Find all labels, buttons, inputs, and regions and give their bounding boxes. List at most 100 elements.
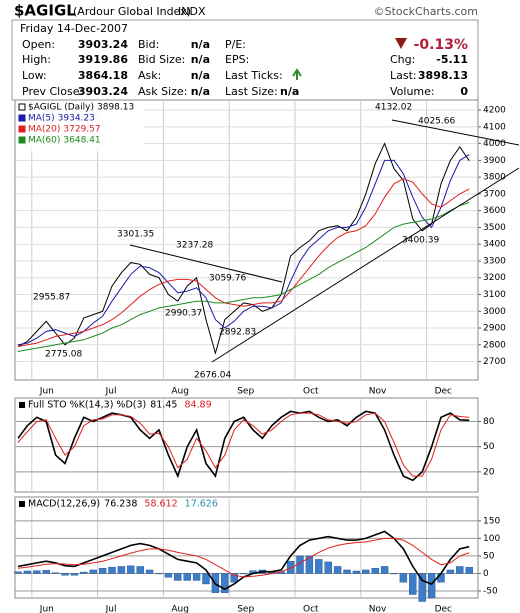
legend-swatch bbox=[18, 103, 26, 111]
histogram-bar bbox=[239, 573, 248, 575]
histogram-bar bbox=[446, 569, 455, 574]
x-tick-label: Nov bbox=[369, 605, 387, 613]
legend-label: MA(60) bbox=[28, 136, 60, 146]
quote-label: Volume: bbox=[390, 85, 435, 98]
y-tick-label: -50 bbox=[483, 586, 498, 596]
x-tick-label: Jun bbox=[39, 605, 54, 613]
y-tick-label: 3100 bbox=[483, 290, 506, 300]
quote-value: n/a bbox=[191, 85, 210, 98]
histogram-bar bbox=[192, 573, 201, 581]
y-tick-label: 0 bbox=[483, 569, 489, 579]
quote-value: -5.11 bbox=[436, 53, 468, 66]
histogram-bar bbox=[399, 573, 408, 583]
histogram-bar bbox=[89, 569, 97, 574]
histogram-bar bbox=[70, 573, 79, 576]
down-triangle bbox=[395, 38, 407, 49]
x-tick-label: Nov bbox=[369, 387, 387, 397]
legend-value: 17.626 bbox=[185, 499, 218, 510]
y-tick-label: 3300 bbox=[483, 256, 506, 266]
quote-value: 3864.18 bbox=[78, 69, 128, 82]
histogram-bar bbox=[155, 573, 163, 575]
series-line bbox=[17, 202, 470, 352]
sto-frame bbox=[14, 397, 479, 493]
y-tick-label: 80 bbox=[483, 417, 495, 427]
series-line bbox=[17, 142, 470, 356]
histogram-bar bbox=[14, 571, 22, 574]
quote-value: n/a bbox=[191, 38, 210, 51]
y-tick-label: 2900 bbox=[483, 324, 506, 334]
histogram-bar bbox=[202, 573, 210, 585]
annotation: 3237.28 bbox=[176, 241, 213, 251]
annotation: 2990.37 bbox=[165, 309, 202, 319]
legend-swatch bbox=[18, 136, 26, 144]
histogram-bar bbox=[418, 573, 426, 602]
quote-label: Bid Size: bbox=[138, 53, 185, 66]
histogram-bar bbox=[127, 565, 135, 574]
histogram-bar bbox=[286, 560, 295, 574]
quote-date: Friday 14-Dec-2007 bbox=[20, 22, 128, 35]
quote-label: Prev Close: bbox=[22, 85, 83, 98]
histogram-bar bbox=[61, 573, 69, 576]
y-tick-label: 3800 bbox=[483, 173, 506, 183]
legend-value: 58.612 bbox=[144, 499, 177, 510]
y-tick-label: 3500 bbox=[483, 223, 506, 233]
trend-line bbox=[391, 119, 520, 146]
series-line bbox=[17, 537, 470, 578]
histogram-bar bbox=[333, 566, 342, 574]
y-tick-label: 3200 bbox=[483, 273, 506, 283]
x-tick-label: Dec bbox=[435, 387, 452, 397]
histogram-bar bbox=[23, 570, 32, 574]
legend-swatch bbox=[19, 501, 25, 507]
histogram-bar bbox=[427, 573, 436, 599]
header: $AGIGL (Ardour Global Index) INDX ©Stock… bbox=[11, 2, 479, 101]
legend-value: 3934.23 bbox=[58, 114, 95, 124]
annotation: 3301.35 bbox=[117, 230, 154, 240]
y-tick-label: 2700 bbox=[483, 357, 506, 367]
macd-frame bbox=[14, 496, 479, 599]
plots: 2700 2800 2900 3000 3100 3200 3300 3400 3500 3600… bbox=[14, 100, 506, 613]
y-tick-label: 150 bbox=[483, 516, 500, 526]
y-tick-label: 20 bbox=[483, 467, 495, 477]
legend-title: MACD(12,26,9) bbox=[28, 499, 100, 510]
histogram-bar bbox=[456, 566, 464, 574]
annotation: 2955.87 bbox=[33, 293, 70, 303]
histogram-bar bbox=[174, 573, 182, 581]
y-tick-label: 3600 bbox=[483, 206, 506, 216]
annotation: 4025.66 bbox=[418, 117, 455, 127]
legend-value: 3648.41 bbox=[63, 136, 100, 146]
legend-value: 84.89 bbox=[184, 400, 211, 411]
quote-value: n/a bbox=[191, 69, 210, 82]
histogram-bar bbox=[409, 573, 417, 595]
histogram-bar bbox=[145, 569, 154, 574]
legend-value: 3898.13 bbox=[97, 103, 134, 113]
symbol: $AGIGL bbox=[14, 2, 76, 20]
x-tick-label: Sep bbox=[237, 387, 254, 397]
histogram-bar bbox=[390, 573, 398, 575]
quote-value: 3898.13 bbox=[418, 69, 468, 82]
x-tick-label: Dec bbox=[435, 605, 452, 613]
quote-label: Ask Size: bbox=[138, 85, 187, 98]
quote-label: High: bbox=[22, 53, 51, 66]
x-tick-label: Aug bbox=[171, 387, 189, 397]
annotation: 3059.76 bbox=[209, 274, 246, 284]
legend-label: $AGIGL (Daily) bbox=[28, 103, 94, 113]
quote-label: P/E: bbox=[225, 38, 246, 51]
legend-swatch bbox=[18, 114, 26, 122]
exchange: INDX bbox=[178, 5, 206, 18]
x-tick-label: Oct bbox=[303, 605, 319, 613]
y-tick-label: 4200 bbox=[483, 106, 506, 116]
quote-grid: Open: 3903.24 High: 3919.86 Low: 3864.18 Prev … bbox=[22, 37, 468, 98]
quote-label: Ask: bbox=[138, 69, 161, 82]
quote-value: 3903.24 bbox=[78, 38, 128, 51]
index-name: (Ardour Global Index) bbox=[73, 5, 191, 18]
quote-value: n/a bbox=[191, 53, 210, 66]
histogram-bar bbox=[108, 566, 116, 574]
y-tick-label: 2800 bbox=[483, 340, 506, 350]
histogram-bar bbox=[51, 572, 60, 574]
histogram-bar bbox=[80, 571, 88, 574]
trend-line bbox=[211, 167, 520, 363]
y-tick-label: 3000 bbox=[483, 307, 506, 317]
series-line bbox=[17, 178, 470, 347]
legend-value: 76.238 bbox=[104, 499, 137, 510]
x-tick-label: Oct bbox=[303, 387, 319, 397]
